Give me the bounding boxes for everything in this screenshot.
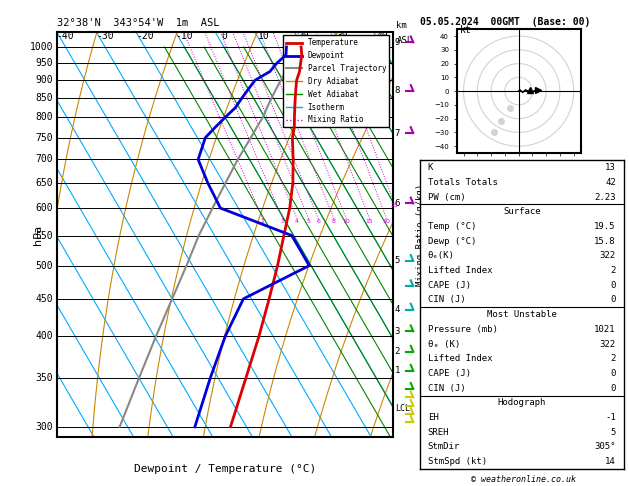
Text: Temp (°C): Temp (°C) [428, 222, 476, 231]
Text: -40: -40 [57, 31, 74, 41]
Text: 500: 500 [36, 260, 53, 271]
Text: 4: 4 [295, 219, 299, 224]
Text: 322: 322 [599, 251, 616, 260]
Text: 8: 8 [332, 219, 336, 224]
Text: 10: 10 [258, 31, 269, 41]
Text: Most Unstable: Most Unstable [487, 310, 557, 319]
Text: 800: 800 [36, 112, 53, 122]
Text: -20: -20 [136, 31, 153, 41]
Text: Lifted Index: Lifted Index [428, 266, 493, 275]
Text: 750: 750 [36, 133, 53, 143]
Text: 3: 3 [281, 219, 284, 224]
Text: 1: 1 [395, 366, 400, 375]
Text: 13: 13 [605, 163, 616, 172]
Text: 2.23: 2.23 [594, 192, 616, 202]
Text: 30: 30 [337, 31, 348, 41]
Text: 850: 850 [36, 93, 53, 103]
Text: K: K [428, 163, 433, 172]
Text: LCL: LCL [395, 404, 410, 413]
Text: StmSpd (kt): StmSpd (kt) [428, 457, 487, 466]
Text: Surface: Surface [503, 208, 540, 216]
Text: 3: 3 [395, 327, 400, 336]
Text: 9: 9 [395, 38, 400, 47]
Text: ASL: ASL [396, 35, 413, 45]
Text: 0: 0 [221, 31, 227, 41]
Text: 0: 0 [610, 281, 616, 290]
Text: CIN (J): CIN (J) [428, 295, 465, 305]
Text: PW (cm): PW (cm) [428, 192, 465, 202]
Text: 6: 6 [316, 219, 320, 224]
Text: θₑ (K): θₑ (K) [428, 340, 460, 348]
Text: Lifted Index: Lifted Index [428, 354, 493, 363]
Text: 2: 2 [395, 347, 400, 356]
Text: 5: 5 [610, 428, 616, 437]
Text: 25: 25 [391, 204, 398, 208]
Text: 700: 700 [36, 155, 53, 164]
Text: 4: 4 [395, 305, 400, 314]
Text: 550: 550 [36, 230, 53, 241]
Text: CAPE (J): CAPE (J) [428, 281, 470, 290]
Text: 8: 8 [395, 87, 400, 95]
Text: 600: 600 [36, 203, 53, 213]
Text: 1021: 1021 [594, 325, 616, 334]
Text: 05.05.2024  00GMT  (Base: 00): 05.05.2024 00GMT (Base: 00) [420, 17, 590, 27]
Text: 5: 5 [307, 219, 311, 224]
Text: 6: 6 [395, 199, 400, 208]
Text: 305°: 305° [594, 442, 616, 451]
Text: 10: 10 [342, 219, 350, 224]
Text: 42: 42 [605, 178, 616, 187]
Text: 900: 900 [36, 75, 53, 85]
Text: CAPE (J): CAPE (J) [428, 369, 470, 378]
Text: 950: 950 [36, 58, 53, 68]
Legend: Temperature, Dewpoint, Parcel Trajectory, Dry Adiabat, Wet Adiabat, Isotherm, Mi: Temperature, Dewpoint, Parcel Trajectory… [283, 35, 389, 127]
Text: 1000: 1000 [30, 42, 53, 52]
Text: CIN (J): CIN (J) [428, 383, 465, 393]
Text: 450: 450 [36, 294, 53, 304]
Text: Dewp (°C): Dewp (°C) [428, 237, 476, 246]
Text: Mixing Ratio (g/kg): Mixing Ratio (g/kg) [416, 183, 425, 286]
Text: 0: 0 [610, 369, 616, 378]
Text: 20: 20 [298, 31, 309, 41]
Text: 5: 5 [395, 257, 400, 265]
Text: 650: 650 [36, 178, 53, 188]
Text: km: km [396, 21, 407, 30]
Text: hPa: hPa [33, 225, 43, 244]
Text: EH: EH [428, 413, 438, 422]
Text: 15: 15 [365, 219, 374, 224]
Text: 350: 350 [36, 373, 53, 383]
Text: Totals Totals: Totals Totals [428, 178, 498, 187]
Text: -10: -10 [175, 31, 193, 41]
Text: StmDir: StmDir [428, 442, 460, 451]
Text: 40: 40 [376, 31, 388, 41]
Text: -1: -1 [605, 413, 616, 422]
Text: θₑ(K): θₑ(K) [428, 251, 455, 260]
Text: Pressure (mb): Pressure (mb) [428, 325, 498, 334]
Text: 19.5: 19.5 [594, 222, 616, 231]
Text: 322: 322 [599, 340, 616, 348]
Text: 0: 0 [610, 295, 616, 305]
Text: -30: -30 [96, 31, 114, 41]
Text: Dewpoint / Temperature (°C): Dewpoint / Temperature (°C) [134, 464, 316, 474]
Text: 2: 2 [610, 354, 616, 363]
Text: 0: 0 [610, 383, 616, 393]
Text: kt: kt [459, 25, 471, 35]
Text: © weatheronline.co.uk: © weatheronline.co.uk [472, 474, 576, 484]
Text: 20: 20 [382, 219, 391, 224]
Text: 2: 2 [261, 219, 265, 224]
Text: 400: 400 [36, 331, 53, 341]
Text: SREH: SREH [428, 428, 449, 437]
Text: 32°38'N  343°54'W  1m  ASL: 32°38'N 343°54'W 1m ASL [57, 18, 219, 28]
Text: 300: 300 [36, 422, 53, 432]
Text: 2: 2 [610, 266, 616, 275]
Text: 15.8: 15.8 [594, 237, 616, 246]
Text: 14: 14 [605, 457, 616, 466]
Text: Hodograph: Hodograph [498, 399, 546, 407]
Text: 7: 7 [395, 128, 400, 138]
